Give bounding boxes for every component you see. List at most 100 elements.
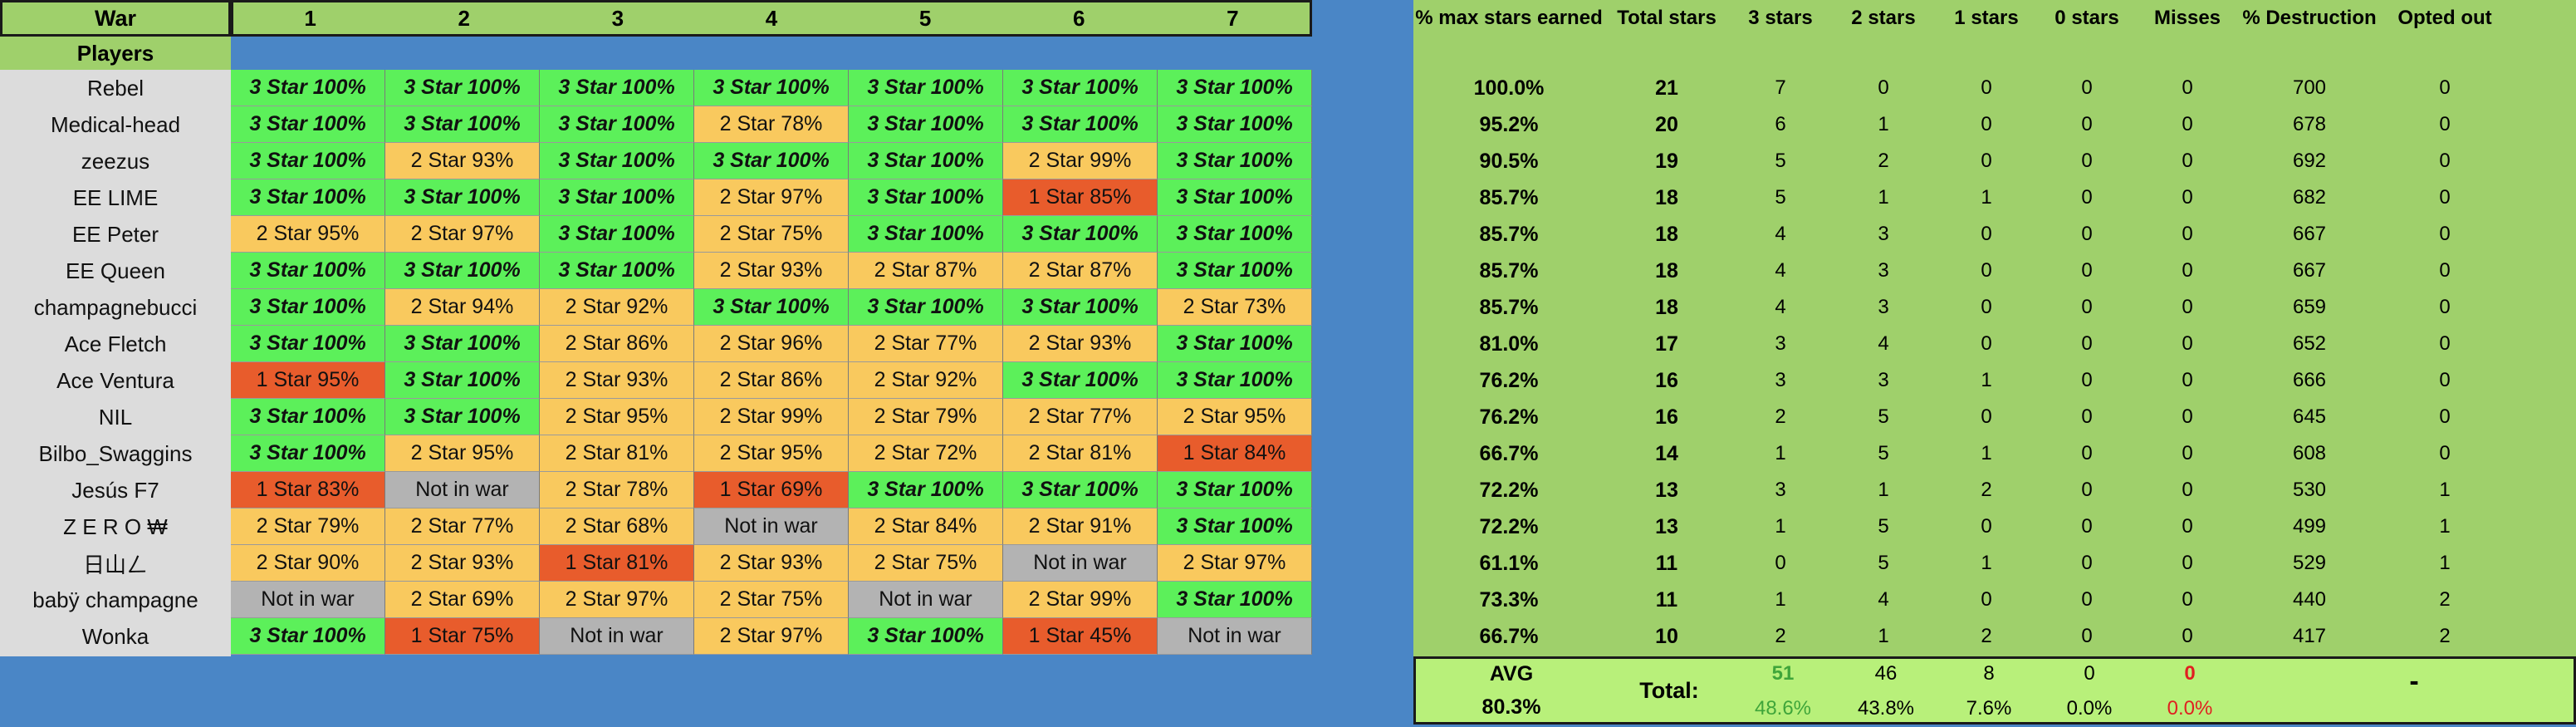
stat-pct-max-stars[interactable]: 100.0% (1473, 76, 1545, 100)
stats-header-total-stars[interactable]: Total stars (1617, 7, 1717, 29)
war-result-cell[interactable]: 3 Star 100% (849, 143, 1003, 179)
stat-zero-stars[interactable]: 0 (2081, 259, 2093, 282)
war-result-cell[interactable]: 2 Star 99% (1003, 582, 1158, 618)
war-result-cell[interactable]: 3 Star 100% (385, 179, 540, 216)
war-result-cell[interactable]: 3 Star 100% (385, 326, 540, 362)
stat-two-stars[interactable]: 5 (1878, 405, 1889, 428)
stat-opted-out[interactable]: 1 (2439, 515, 2451, 538)
war-result-cell[interactable]: 3 Star 100% (231, 326, 385, 362)
war-result-cell[interactable]: 2 Star 81% (1003, 435, 1158, 472)
war-result-cell[interactable]: 3 Star 100% (1158, 179, 1312, 216)
war-result-cell[interactable]: 3 Star 100% (1158, 472, 1312, 508)
war-result-cell[interactable]: 2 Star 93% (385, 545, 540, 582)
war-result-cell[interactable]: 3 Star 100% (1003, 216, 1158, 253)
stat-total-stars[interactable]: 20 (1655, 112, 1678, 136)
war-result-cell[interactable]: 3 Star 100% (231, 143, 385, 179)
war-result-cell[interactable]: 3 Star 100% (1003, 362, 1158, 399)
stat-zero-stars[interactable]: 0 (2081, 405, 2093, 428)
stat-total-stars[interactable]: 11 (1655, 587, 1678, 612)
stat-three-stars[interactable]: 3 (1775, 369, 1786, 391)
war-result-cell[interactable]: 1 Star 69% (694, 472, 849, 508)
stat-one-stars[interactable]: 1 (1981, 442, 1992, 464)
stat-one-stars[interactable]: 0 (1981, 515, 1992, 538)
destruction-dash[interactable]: - (2409, 666, 2419, 697)
war-result-cell[interactable]: 2 Star 75% (694, 582, 849, 618)
war-result-cell[interactable]: 3 Star 100% (1158, 253, 1312, 289)
war-number-1[interactable]: 1 (304, 5, 316, 31)
stats-header-zero-stars[interactable]: 0 stars (2054, 7, 2119, 29)
player-name[interactable]: EE LIME (72, 184, 159, 210)
war-result-cell[interactable]: 3 Star 100% (1003, 106, 1158, 143)
stat-misses[interactable]: 0 (2182, 259, 2193, 282)
stat-destruction[interactable]: 659 (2292, 296, 2327, 318)
war-result-cell[interactable]: 2 Star 79% (231, 508, 385, 545)
war-result-cell[interactable]: 2 Star 68% (540, 508, 694, 545)
war-result-cell[interactable]: 2 Star 95% (694, 435, 849, 472)
war-result-cell[interactable]: 2 Star 86% (540, 326, 694, 362)
stat-destruction[interactable]: 529 (2292, 552, 2327, 574)
war-result-cell[interactable]: 3 Star 100% (231, 618, 385, 655)
stat-opted-out[interactable]: 0 (2439, 76, 2451, 99)
stat-zero-stars[interactable]: 0 (2081, 369, 2093, 391)
war-result-cell[interactable]: 3 Star 100% (540, 216, 694, 253)
war-result-cell[interactable]: 2 Star 75% (849, 545, 1003, 582)
stat-misses[interactable]: 0 (2182, 332, 2193, 355)
stats-header-opted-out[interactable]: Opted out (2397, 7, 2492, 29)
war-result-cell[interactable]: 3 Star 100% (231, 70, 385, 106)
stat-one-stars[interactable]: 0 (1981, 588, 1992, 611)
war-result-cell[interactable]: 2 Star 90% (231, 545, 385, 582)
players-label[interactable]: Players (0, 37, 231, 70)
war-result-cell[interactable]: 3 Star 100% (385, 362, 540, 399)
stat-misses[interactable]: 0 (2182, 369, 2193, 391)
war-result-cell[interactable]: 2 Star 72% (849, 435, 1003, 472)
war-result-cell[interactable]: 3 Star 100% (231, 253, 385, 289)
stat-two-stars[interactable]: 4 (1878, 332, 1889, 355)
war-result-cell[interactable]: 3 Star 100% (1003, 70, 1158, 106)
stat-one-stars[interactable]: 1 (1981, 369, 1992, 391)
stat-misses[interactable]: 0 (2182, 113, 2193, 135)
stat-zero-stars[interactable]: 0 (2081, 186, 2093, 209)
stat-misses[interactable]: 0 (2182, 625, 2193, 647)
war-result-cell[interactable]: 3 Star 100% (231, 179, 385, 216)
stat-misses[interactable]: 0 (2182, 442, 2193, 464)
war-result-cell[interactable]: 3 Star 100% (1158, 362, 1312, 399)
total-1-stars[interactable]: 8 7.6% (1937, 662, 2040, 727)
war-result-cell[interactable]: Not in war (540, 618, 694, 655)
stats-header-two-stars[interactable]: 2 stars (1851, 7, 1916, 29)
war-result-cell[interactable]: 3 Star 100% (385, 106, 540, 143)
stat-three-stars[interactable]: 3 (1775, 332, 1786, 355)
stat-destruction[interactable]: 667 (2292, 223, 2327, 245)
stat-total-stars[interactable]: 13 (1655, 514, 1678, 538)
stat-three-stars[interactable]: 1 (1775, 515, 1786, 538)
stat-misses[interactable]: 0 (2182, 552, 2193, 574)
stat-pct-max-stars[interactable]: 61.1% (1479, 551, 1539, 575)
stat-zero-stars[interactable]: 0 (2081, 113, 2093, 135)
stat-one-stars[interactable]: 2 (1981, 625, 1992, 647)
player-name[interactable]: champagnebucci (33, 294, 198, 320)
stat-pct-max-stars[interactable]: 85.7% (1479, 295, 1539, 319)
stat-three-stars[interactable]: 4 (1775, 223, 1786, 245)
war-result-cell[interactable]: 2 Star 79% (849, 399, 1003, 435)
war-result-cell[interactable]: 3 Star 100% (385, 399, 540, 435)
war-result-cell[interactable]: Not in war (694, 508, 849, 545)
war-result-cell[interactable]: 3 Star 100% (385, 253, 540, 289)
war-result-cell[interactable]: 3 Star 100% (1158, 508, 1312, 545)
stat-opted-out[interactable]: 0 (2439, 442, 2451, 464)
war-result-cell[interactable]: 3 Star 100% (540, 179, 694, 216)
stat-one-stars[interactable]: 0 (1981, 113, 1992, 135)
war-result-cell[interactable]: 3 Star 100% (849, 289, 1003, 326)
stat-one-stars[interactable]: 1 (1981, 186, 1992, 209)
war-result-cell[interactable]: 2 Star 97% (1158, 545, 1312, 582)
stat-pct-max-stars[interactable]: 85.7% (1479, 258, 1539, 282)
war-result-cell[interactable]: 2 Star 78% (540, 472, 694, 508)
stat-destruction[interactable]: 440 (2292, 588, 2327, 611)
player-name[interactable]: Ace Ventura (56, 367, 174, 393)
war-result-cell[interactable]: 2 Star 77% (385, 508, 540, 545)
stat-total-stars[interactable]: 18 (1655, 258, 1678, 282)
stat-one-stars[interactable]: 0 (1981, 332, 1992, 355)
stats-header-three-stars[interactable]: 3 stars (1748, 7, 1813, 29)
war-result-cell[interactable]: 3 Star 100% (540, 253, 694, 289)
stat-total-stars[interactable]: 21 (1655, 76, 1678, 100)
stat-destruction[interactable]: 530 (2292, 479, 2327, 501)
stat-two-stars[interactable]: 3 (1878, 223, 1889, 245)
